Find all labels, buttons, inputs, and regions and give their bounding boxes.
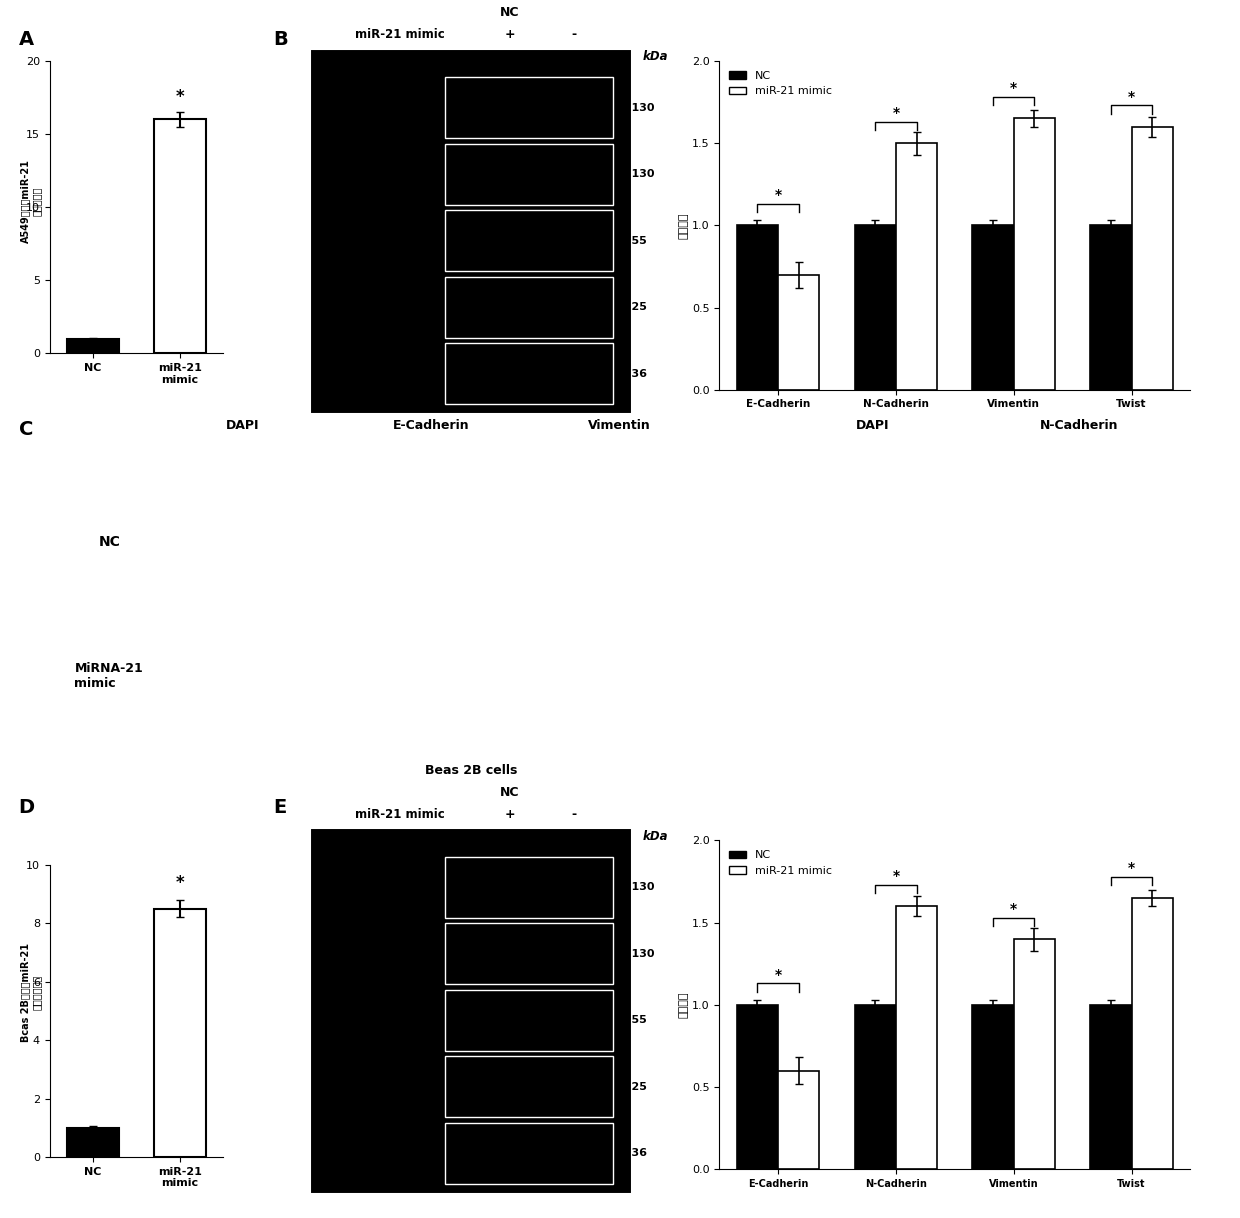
Bar [445,989,613,1051]
Bar [1090,225,1131,390]
Legend: NC, miR-21 mimic: NC, miR-21 mimic [724,67,836,101]
Text: - 36: - 36 [622,1149,647,1158]
Text: N-Cadherin: N-Cadherin [1039,419,1118,432]
Text: -: - [572,808,577,821]
Text: N-cadherin: N-cadherin [365,949,433,959]
Bar [1013,939,1055,1169]
Bar [854,1005,895,1169]
Bar [854,225,895,390]
Bar [445,144,613,205]
Bar [1131,127,1173,390]
Bar [67,1128,119,1157]
Text: *: * [1011,903,1017,916]
Text: -: - [507,829,512,843]
Text: *: * [893,106,899,121]
Text: *: * [1011,82,1017,95]
Text: GAPDH: GAPDH [388,1149,433,1158]
Text: NC: NC [99,535,122,549]
Text: *: * [176,875,184,892]
Text: Twist: Twist [401,1082,433,1091]
Bar [1131,898,1173,1169]
Bar [67,339,119,353]
Text: Beas 2B cells: Beas 2B cells [425,764,517,777]
Text: *: * [775,189,781,202]
Bar [445,856,613,917]
Bar [154,119,206,353]
Bar [895,143,937,390]
Text: *: * [1128,861,1135,875]
Text: D: D [19,798,35,817]
Text: C: C [19,420,33,440]
Text: A: A [19,30,33,50]
Bar [445,1123,613,1184]
Text: - 36: - 36 [622,369,647,379]
Text: DAPI: DAPI [226,419,259,432]
Text: -: - [572,28,577,41]
Legend: NC, miR-21 mimic: NC, miR-21 mimic [724,847,836,881]
Text: - 130: - 130 [622,882,655,892]
Text: MiRNA-21
mimic: MiRNA-21 mimic [74,663,143,689]
Text: +: + [505,808,515,821]
Bar [779,1071,820,1169]
Text: E: E [273,798,286,817]
Y-axis label: 倍数改变: 倍数改变 [680,212,689,239]
Text: E-cadherin: E-cadherin [366,102,433,112]
Text: - 25: - 25 [622,1082,646,1091]
Bar [895,906,937,1169]
Text: -: - [507,50,512,63]
Text: +: + [569,50,579,63]
Bar [445,923,613,984]
Text: +: + [505,28,515,41]
Text: Twist: Twist [401,302,433,312]
Text: B: B [273,30,288,50]
Text: E-cadherin: E-cadherin [366,882,433,892]
Text: NC: NC [500,6,520,19]
Text: *: * [1128,90,1135,104]
Text: +: + [569,829,579,843]
Text: Vimentin: Vimentin [377,235,433,246]
Text: N-cadherin: N-cadherin [365,169,433,179]
Bar [1090,1005,1131,1169]
Text: miR-21 mimic: miR-21 mimic [356,808,445,821]
Bar [1013,118,1055,390]
Text: Vimentin: Vimentin [377,1015,433,1026]
Text: Bcas 2B细胞中miR-21
的相对表达量: Bcas 2B细胞中miR-21 的相对表达量 [20,943,42,1043]
Bar [737,225,779,390]
Text: DAPI: DAPI [856,419,889,432]
Y-axis label: 倍数改变: 倍数改变 [680,991,689,1018]
Bar [445,276,613,337]
Text: - 25: - 25 [622,302,646,312]
Text: - 130: - 130 [622,102,655,112]
Bar [737,1005,779,1169]
Text: *: * [893,870,899,883]
Bar [445,77,613,138]
Text: kDa: kDa [642,50,667,63]
Text: E-Cadherin: E-Cadherin [393,419,469,432]
Text: - 55: - 55 [622,235,646,246]
Text: NC: NC [500,786,520,799]
Text: - 55: - 55 [622,1015,646,1026]
Text: A549细胞中miR-21
相对表达量: A549细胞中miR-21 相对表达量 [20,160,42,242]
Text: - 130: - 130 [622,169,655,179]
Text: miR-21 mimic: miR-21 mimic [356,28,445,41]
Text: Vimentin: Vimentin [588,419,650,432]
Text: *: * [176,88,184,106]
Text: GAPDH: GAPDH [388,369,433,379]
Bar [445,343,613,404]
Text: kDa: kDa [642,829,667,843]
Bar [972,1005,1013,1169]
Text: - 130: - 130 [622,949,655,959]
Bar [972,225,1013,390]
Bar [779,275,820,390]
Text: *: * [775,968,781,982]
Bar [154,909,206,1157]
Bar [445,209,613,272]
Bar [445,1056,613,1117]
